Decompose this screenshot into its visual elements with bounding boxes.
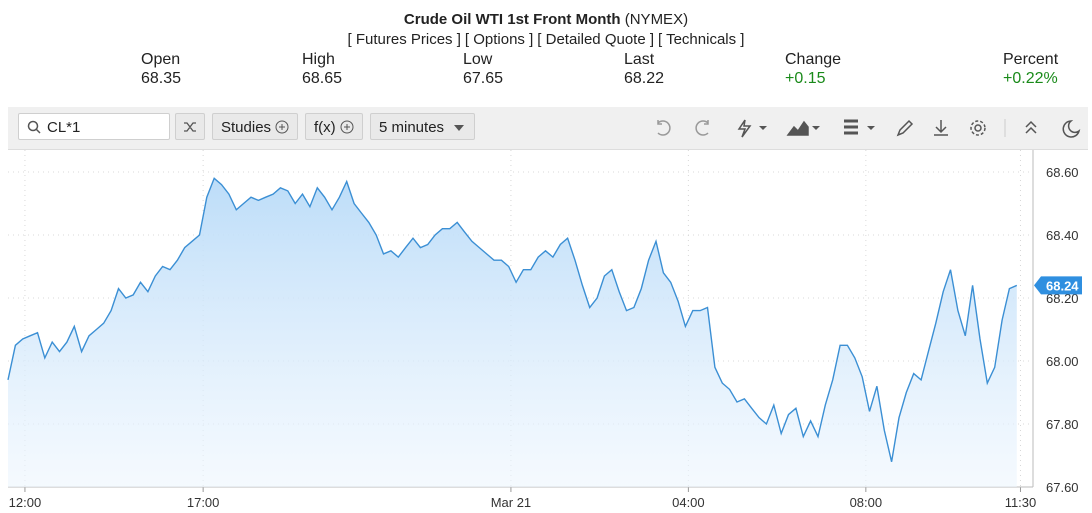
link[interactable]: [ Detailed Quote ] (537, 31, 655, 48)
interval-button[interactable]: 5 minutes (370, 113, 475, 140)
interval: 5 minutes (379, 119, 445, 136)
x-tick-label: 12:00 (9, 495, 42, 510)
y-tick-label: 68.60 (1046, 165, 1079, 180)
caret (454, 125, 464, 131)
exchange: (NYMEX) (624, 11, 689, 28)
undo-icon[interactable] (657, 120, 671, 136)
stat-value: +0.15 (785, 70, 826, 87)
stat-label: Percent (1003, 51, 1059, 68)
redo-icon[interactable] (695, 120, 709, 136)
studies: Studies (221, 119, 272, 136)
last-price-label: 68.24 (1046, 278, 1079, 293)
flash-icon[interactable] (737, 119, 752, 138)
chart-type-icon[interactable] (786, 120, 809, 136)
theme-icon[interactable] (1062, 120, 1081, 138)
y-tick-label: 68.00 (1046, 354, 1079, 369)
stat-value: +0.22% (1003, 70, 1058, 87)
search-icon (27, 120, 41, 134)
y-tick-label: 67.80 (1046, 417, 1079, 432)
y-tick-label: 68.40 (1046, 228, 1079, 243)
title: Crude Oil WTI 1st Front Month (NYMEX) (0, 11, 1092, 28)
stat-label: High (302, 51, 335, 68)
stat-value: 68.22 (624, 70, 665, 87)
stat-value: 67.65 (463, 70, 504, 87)
fx-button[interactable]: f(x) (305, 113, 363, 140)
x-tick-label: Mar 21 (491, 495, 531, 510)
x-tick-label: 11:30 (1005, 495, 1037, 510)
shuffle-icon (184, 122, 196, 132)
link[interactable]: [ Futures Prices ] (347, 31, 461, 48)
stat-value: 68.65 (302, 70, 343, 87)
settings-icon[interactable] (974, 124, 982, 132)
y-tick-label: 68.20 (1046, 291, 1079, 306)
x-tick-label: 17:00 (187, 495, 220, 510)
last-price-badge (1034, 276, 1082, 295)
draw-icon[interactable] (896, 119, 914, 137)
x-tick-label: 08:00 (850, 495, 883, 510)
plus-icon (340, 120, 354, 134)
layout-icon[interactable] (844, 119, 858, 135)
plus-icon (275, 120, 289, 134)
price-line (7, 177, 1018, 462)
compare-button[interactable] (175, 113, 205, 140)
area (8, 178, 1017, 488)
fx: f(x) (314, 119, 336, 136)
collapse-icon[interactable] (1025, 120, 1037, 134)
toolbar: CL*1 Studies f(x) 5 minutes (8, 107, 1088, 150)
stat-value: 68.35 (141, 70, 182, 87)
x-tick-label: 04:00 (672, 495, 705, 510)
stat-label: Change (785, 51, 842, 68)
symbol-search[interactable]: CL*1 (18, 113, 170, 140)
link[interactable]: [ Technicals ] (658, 31, 745, 48)
stat-label: Low (463, 51, 493, 68)
title-name: Crude Oil WTI 1st Front Month (403, 11, 621, 28)
download-icon[interactable] (934, 120, 948, 136)
link[interactable]: [ Options ] (464, 31, 534, 48)
studies-button[interactable]: Studies (212, 113, 298, 140)
stat-label: Last (624, 51, 655, 68)
stat-label: Open (141, 51, 181, 68)
toolbar-icons (657, 119, 1081, 138)
links: [ Futures Prices ][ Options ][ Detailed … (0, 31, 1092, 48)
y-tick-label: 67.60 (1046, 480, 1079, 495)
symbol: CL*1 (47, 119, 81, 136)
